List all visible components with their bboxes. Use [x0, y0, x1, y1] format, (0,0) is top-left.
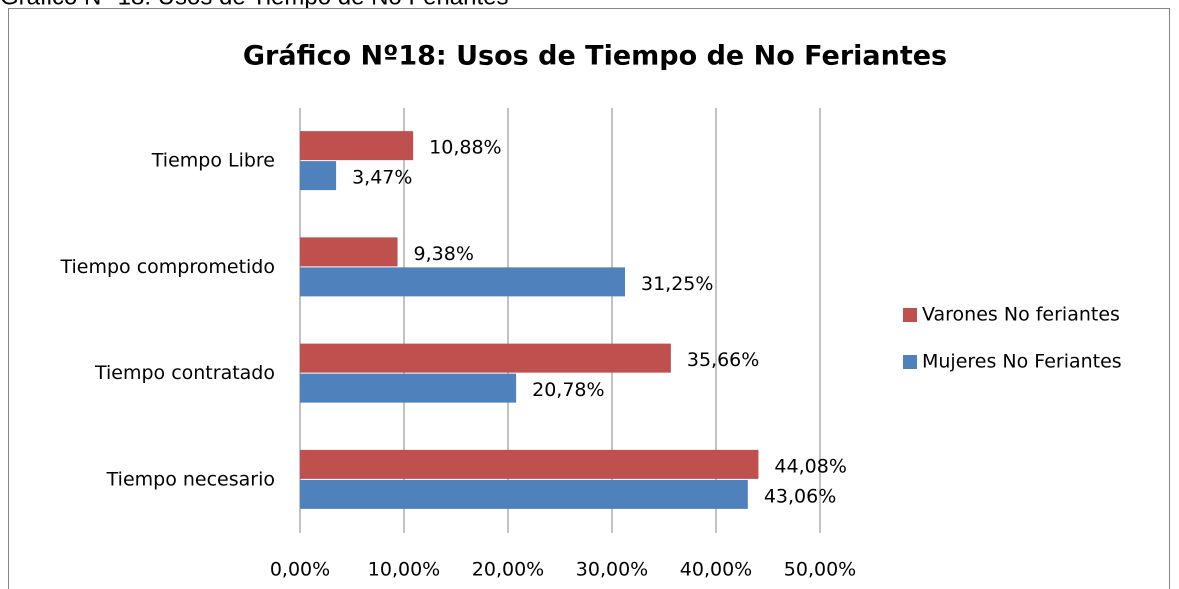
bar: [300, 267, 625, 297]
bar: [300, 479, 748, 509]
bar: [300, 449, 759, 479]
y-tick-label: Tiempo comprometido: [60, 256, 276, 278]
bar: [300, 343, 671, 373]
y-tick-label: Tiempo contratado: [94, 362, 275, 384]
data-label: 10,88%: [429, 137, 501, 159]
x-tick-label: 50,00%: [784, 559, 856, 581]
bar: [300, 373, 517, 403]
legend-label: Mujeres No Feriantes: [922, 351, 1122, 373]
y-tick-label: Tiempo Libre: [151, 150, 275, 172]
x-tick-label: 10,00%: [368, 559, 440, 581]
data-label: 9,38%: [414, 243, 474, 265]
data-label: 31,25%: [641, 273, 713, 295]
x-tick-label: 0,00%: [270, 559, 330, 581]
data-label: 3,47%: [352, 167, 412, 189]
x-tick-label: 30,00%: [576, 559, 648, 581]
y-tick-label: Tiempo necesario: [106, 468, 275, 490]
data-label: 44,08%: [774, 455, 846, 477]
x-tick-label: 40,00%: [680, 559, 752, 581]
data-label: 43,06%: [764, 485, 836, 507]
bar: [300, 131, 414, 161]
bar: [300, 237, 398, 267]
chart-title: Gráfico Nº18: Usos de Tiempo de No Feria…: [243, 41, 947, 72]
bar: [300, 161, 337, 191]
legend-swatch: [903, 308, 917, 322]
legend-swatch: [903, 355, 917, 369]
data-label: 35,66%: [687, 349, 759, 371]
legend-label: Varones No feriantes: [922, 304, 1120, 326]
data-label: 20,78%: [532, 379, 604, 401]
caption: Gráfico N° 18: Usos de Tiempo de No Feri…: [0, 0, 509, 10]
x-tick-label: 20,00%: [472, 559, 544, 581]
